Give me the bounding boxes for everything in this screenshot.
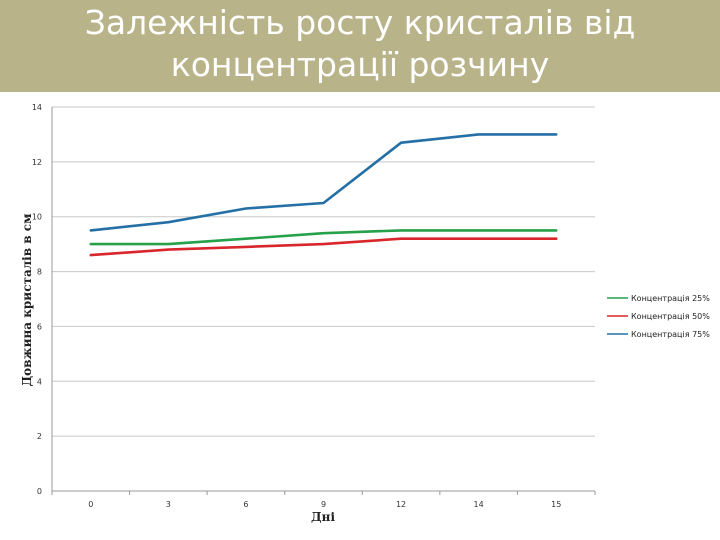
legend-label: Концентрація 25%	[631, 294, 710, 303]
title-band: Залежність росту кристалів від концентра…	[0, 0, 720, 92]
series-lines	[89, 133, 558, 257]
y-tick-label: 2	[37, 432, 42, 441]
y-tick-label: 14	[32, 103, 42, 112]
x-tick-label: 12	[396, 500, 406, 509]
legend-label: Концентрація 75%	[631, 330, 710, 339]
x-axis-title: Дні	[311, 510, 335, 524]
x-tick-label: 3	[166, 500, 171, 509]
x-tick-label: 15	[551, 500, 561, 509]
y-tick-label: 6	[37, 322, 42, 331]
legend-label: Концентрація 50%	[631, 312, 710, 321]
gridlines	[52, 106, 595, 492]
y-tick-label: 10	[32, 213, 42, 222]
x-tick-label: 9	[321, 500, 326, 509]
y-tick-label: 12	[32, 158, 42, 167]
series-line	[89, 229, 558, 246]
y-tick-label: 0	[37, 487, 42, 496]
series-line	[89, 237, 558, 257]
y-tick-label: 8	[37, 268, 42, 277]
y-tick-labels: 0 2 4 6 8 10 12 14	[32, 103, 42, 496]
x-tick-labels: 0 3 6 9 12 14 15	[88, 500, 561, 509]
x-tick-label: 6	[243, 500, 248, 509]
x-tick-label: 0	[88, 500, 93, 509]
legend: Концентрація 25% Концентрація 50% Концентр…	[607, 294, 710, 339]
axes	[51, 107, 596, 495]
y-tick-label: 4	[37, 377, 42, 386]
x-tick-label: 14	[474, 500, 484, 509]
y-axis-title: Довжина кристалів в см	[20, 213, 34, 387]
series-line	[89, 133, 558, 232]
slide-title: Залежність росту кристалів від концентра…	[84, 3, 636, 84]
